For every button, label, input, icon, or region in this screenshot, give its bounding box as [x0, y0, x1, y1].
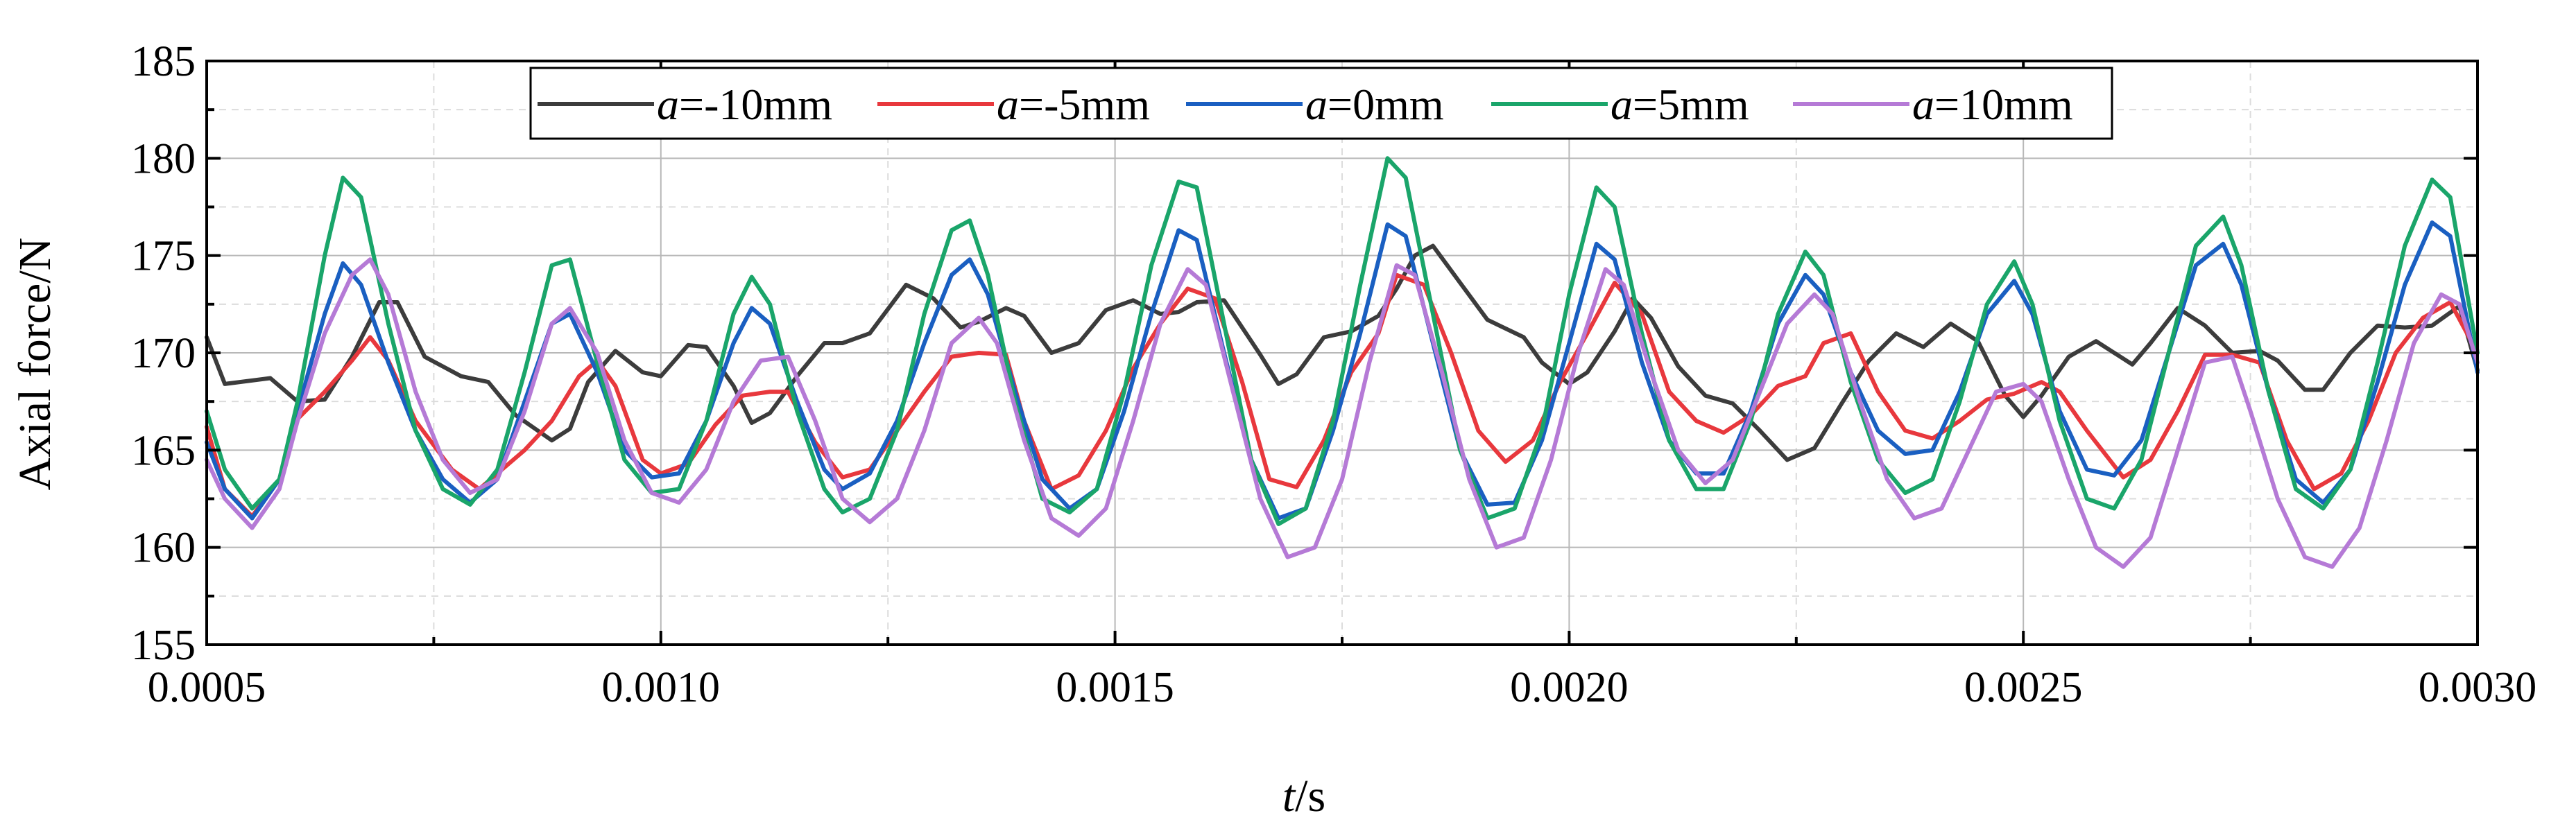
series-line-5 [205, 257, 2480, 569]
x-tick-label: 0.0010 [602, 664, 721, 711]
legend-item-3: a=0mm [1186, 80, 1444, 129]
legend-item-1: a=-10mm [538, 80, 832, 129]
y-tick-label: 175 [131, 233, 196, 280]
grid-layer [206, 60, 2478, 645]
legend-label-variable: a [1305, 80, 1328, 129]
x-tick-label: 0.0015 [1056, 664, 1174, 711]
y-tick-label: 170 [131, 330, 196, 377]
y-tick-label: 180 [131, 135, 196, 182]
y-tick-label: 160 [131, 525, 196, 572]
series-line-2 [205, 272, 2480, 519]
y-axis-title: Axial force/N [10, 238, 60, 491]
legend-label-value: =-5mm [1019, 80, 1150, 129]
x-tick-label: 0.0030 [2419, 664, 2537, 711]
legend-label-variable: a [657, 80, 679, 129]
series-line-4 [205, 156, 2480, 526]
legend-label: a=10mm [1912, 80, 2073, 129]
legend-label-variable: a [1912, 80, 1934, 129]
x-tick-label: 0.0005 [148, 664, 266, 711]
legend-label-variable: a [1611, 80, 1633, 129]
legend-label-value: =5mm [1633, 80, 1749, 129]
legend-item-5: a=10mm [1793, 80, 2073, 129]
legend-label: a=0mm [1305, 80, 1444, 129]
x-axis-title-unit: /s [1295, 771, 1325, 821]
x-axis-title-variable: t [1282, 771, 1296, 821]
legend-label: a=-5mm [997, 80, 1150, 129]
x-tick-label: 0.0025 [1964, 664, 2083, 711]
series-layer [205, 156, 2480, 569]
legend-label: a=5mm [1611, 80, 1749, 129]
y-tick-label: 155 [131, 622, 196, 669]
legend-label-value: =10mm [1934, 80, 2073, 129]
legend: a=-10mm a=-5mm a=0mm a=5mm a=10mm [529, 67, 2113, 140]
x-axis-title: t/s [1282, 771, 1325, 821]
legend-label: a=-10mm [657, 80, 832, 129]
y-tick-label: 185 [131, 38, 196, 85]
legend-label-variable: a [997, 80, 1019, 129]
legend-item-4: a=5mm [1491, 80, 1749, 129]
y-tick-label: 165 [131, 427, 196, 474]
labels-layer: 0.0005 0.0010 0.0015 0.0020 0.0025 0.0030 155 1… [131, 38, 2536, 711]
legend-item-2: a=-5mm [877, 80, 1150, 129]
legend-label-value: =-10mm [679, 80, 832, 129]
axes-layer [205, 60, 2479, 646]
legend-items: a=-10mm a=-5mm a=0mm a=5mm a=10mm [538, 80, 2073, 129]
x-tick-label: 0.0020 [1510, 664, 1629, 711]
legend-label-value: =0mm [1328, 80, 1444, 129]
